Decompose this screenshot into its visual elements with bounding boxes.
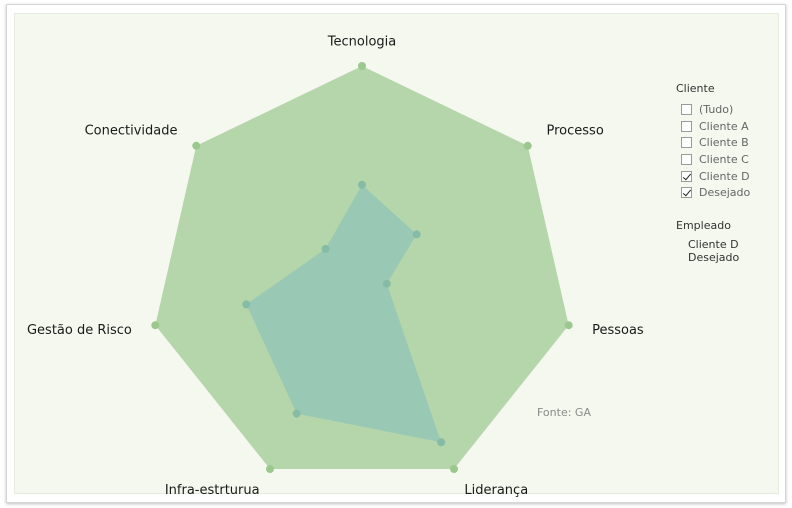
series-area-cliente-d[interactable] xyxy=(246,184,442,443)
axis-label-conectividade: Conectividade xyxy=(85,123,178,138)
filter-item-cliente-a[interactable]: Cliente A xyxy=(676,118,750,135)
color-legend-item-cliente-d[interactable]: Cliente D xyxy=(676,238,739,251)
filter-item-cliente-d[interactable]: Cliente D xyxy=(676,168,750,185)
color-legend-item-desejado[interactable]: Desejado xyxy=(676,251,739,264)
cliente-filter-legend: Cliente (Tudo) Cliente A Cliente B Cliente … xyxy=(676,82,750,201)
data-point-cliente-d-tecnologia[interactable] xyxy=(358,180,366,189)
filter-item-label: Cliente D xyxy=(699,169,750,183)
color-legend-label: Desejado xyxy=(688,251,740,264)
data-point-cliente-d-processo[interactable] xyxy=(412,230,421,239)
filter-checkbox[interactable] xyxy=(681,187,692,199)
data-point-cliente-d-gestao-de-risco[interactable] xyxy=(242,300,251,309)
axis-label-pessoas: Pessoas xyxy=(592,323,644,338)
data-point-desejado-tecnologia[interactable] xyxy=(358,62,366,70)
filter-item-cliente-b[interactable]: Cliente B xyxy=(676,134,750,151)
data-point-desejado-pessoas[interactable] xyxy=(564,321,573,330)
filter-item-label: Desejado xyxy=(699,186,751,200)
color-legend-label: Cliente D xyxy=(688,238,739,251)
data-point-desejado-conectividade[interactable] xyxy=(192,141,201,150)
axis-label-gestao-de-risco: Gestão de Risco xyxy=(27,323,132,338)
data-point-desejado-processo[interactable] xyxy=(523,141,532,150)
filter-checkbox[interactable] xyxy=(681,137,692,149)
filter-item-tudo[interactable]: (Tudo) xyxy=(676,101,750,118)
empleado-legend-title: Empleado xyxy=(676,219,731,232)
filter-item-cliente-c[interactable]: Cliente C xyxy=(676,151,750,168)
data-point-cliente-d-pessoas[interactable] xyxy=(382,279,391,288)
data-point-desejado-gestao-de-risco[interactable] xyxy=(151,321,160,330)
filter-item-label: Cliente A xyxy=(699,119,749,133)
axis-label-processo: Processo xyxy=(547,123,604,138)
source-note: Fonte: GA xyxy=(537,406,591,419)
filter-item-desejado[interactable]: Desejado xyxy=(676,184,750,201)
data-point-cliente-d-infra-estrturua[interactable] xyxy=(292,409,301,418)
filter-checkbox[interactable] xyxy=(681,120,692,132)
data-point-desejado-lideranca[interactable] xyxy=(450,465,458,473)
data-point-cliente-d-lideranca[interactable] xyxy=(437,438,446,447)
filter-checkbox[interactable] xyxy=(681,103,692,115)
filter-item-label: (Tudo) xyxy=(699,102,734,116)
filter-item-label: Cliente C xyxy=(699,152,749,166)
cliente-filter-title: Cliente xyxy=(676,82,715,95)
filter-checkbox[interactable] xyxy=(681,170,692,182)
axis-label-infra-estrturua: Infra-estrturua xyxy=(165,483,260,498)
filter-checkbox[interactable] xyxy=(681,153,692,165)
filter-item-label: Cliente B xyxy=(699,136,749,150)
empleado-color-legend: Empleado Cliente D Desejado xyxy=(676,219,739,264)
data-point-cliente-d-conectividade[interactable] xyxy=(321,244,330,253)
data-point-desejado-infra-estrturua[interactable] xyxy=(266,465,274,473)
axis-label-lideranca: Liderança xyxy=(464,483,528,498)
axis-label-tecnologia: Tecnologia xyxy=(327,35,396,50)
